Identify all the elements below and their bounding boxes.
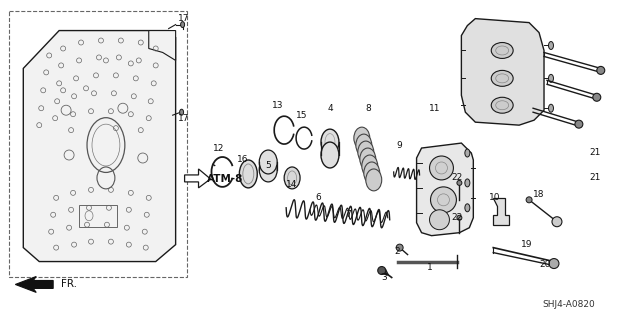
Ellipse shape xyxy=(259,158,277,182)
Circle shape xyxy=(593,93,601,101)
Text: 16: 16 xyxy=(237,155,248,165)
Ellipse shape xyxy=(548,104,554,112)
Circle shape xyxy=(575,120,583,128)
Ellipse shape xyxy=(284,167,300,189)
Text: 4: 4 xyxy=(327,104,333,113)
Circle shape xyxy=(526,197,532,203)
Ellipse shape xyxy=(360,148,376,170)
Ellipse shape xyxy=(548,74,554,82)
Circle shape xyxy=(549,259,559,269)
Circle shape xyxy=(429,156,453,180)
Text: 12: 12 xyxy=(212,144,224,152)
Text: 1: 1 xyxy=(427,263,433,272)
Text: 3: 3 xyxy=(381,273,387,282)
Text: ATM-8: ATM-8 xyxy=(207,174,244,184)
Circle shape xyxy=(596,66,605,74)
Text: 14: 14 xyxy=(287,180,298,189)
Text: 9: 9 xyxy=(397,141,403,150)
Polygon shape xyxy=(23,31,175,262)
Text: 7: 7 xyxy=(345,210,351,219)
Ellipse shape xyxy=(321,142,339,168)
Circle shape xyxy=(396,244,403,251)
Ellipse shape xyxy=(548,41,554,49)
Ellipse shape xyxy=(465,204,470,212)
Text: 22: 22 xyxy=(452,213,463,222)
Bar xyxy=(79,205,117,227)
Text: SHJ4-A0820: SHJ4-A0820 xyxy=(543,300,595,309)
Ellipse shape xyxy=(356,134,372,156)
Text: 10: 10 xyxy=(488,193,500,202)
Polygon shape xyxy=(15,277,53,293)
Ellipse shape xyxy=(465,149,470,157)
Ellipse shape xyxy=(492,97,513,113)
Circle shape xyxy=(429,210,449,230)
Text: 19: 19 xyxy=(522,240,533,249)
Text: 17: 17 xyxy=(178,114,189,123)
Text: 8: 8 xyxy=(365,104,371,113)
Ellipse shape xyxy=(492,42,513,58)
Ellipse shape xyxy=(239,160,257,188)
Text: 21: 21 xyxy=(589,147,600,157)
Circle shape xyxy=(457,181,462,185)
Text: 11: 11 xyxy=(429,104,440,113)
Text: 15: 15 xyxy=(296,111,308,120)
Ellipse shape xyxy=(180,109,184,115)
Ellipse shape xyxy=(465,179,470,187)
Circle shape xyxy=(457,215,462,220)
Ellipse shape xyxy=(492,70,513,86)
Text: 22: 22 xyxy=(452,174,463,182)
Circle shape xyxy=(378,267,386,274)
Ellipse shape xyxy=(354,127,370,149)
Ellipse shape xyxy=(259,150,277,174)
Polygon shape xyxy=(184,169,211,188)
Text: 20: 20 xyxy=(540,260,550,269)
Bar xyxy=(10,11,187,278)
Circle shape xyxy=(431,187,456,213)
Ellipse shape xyxy=(180,22,184,27)
Text: 18: 18 xyxy=(533,190,545,199)
Ellipse shape xyxy=(362,155,378,177)
Ellipse shape xyxy=(358,141,374,163)
Text: 6: 6 xyxy=(315,193,321,202)
Polygon shape xyxy=(493,198,509,225)
Text: 13: 13 xyxy=(273,101,284,110)
Polygon shape xyxy=(461,19,544,125)
Text: FR.: FR. xyxy=(61,279,77,289)
Ellipse shape xyxy=(366,169,381,191)
Ellipse shape xyxy=(364,162,380,184)
Polygon shape xyxy=(148,31,175,60)
Polygon shape xyxy=(417,143,474,236)
Text: 5: 5 xyxy=(266,161,271,170)
Text: 2: 2 xyxy=(395,247,401,256)
Circle shape xyxy=(552,217,562,227)
Ellipse shape xyxy=(321,129,339,155)
Text: 21: 21 xyxy=(589,174,600,182)
Text: 17: 17 xyxy=(178,14,189,23)
